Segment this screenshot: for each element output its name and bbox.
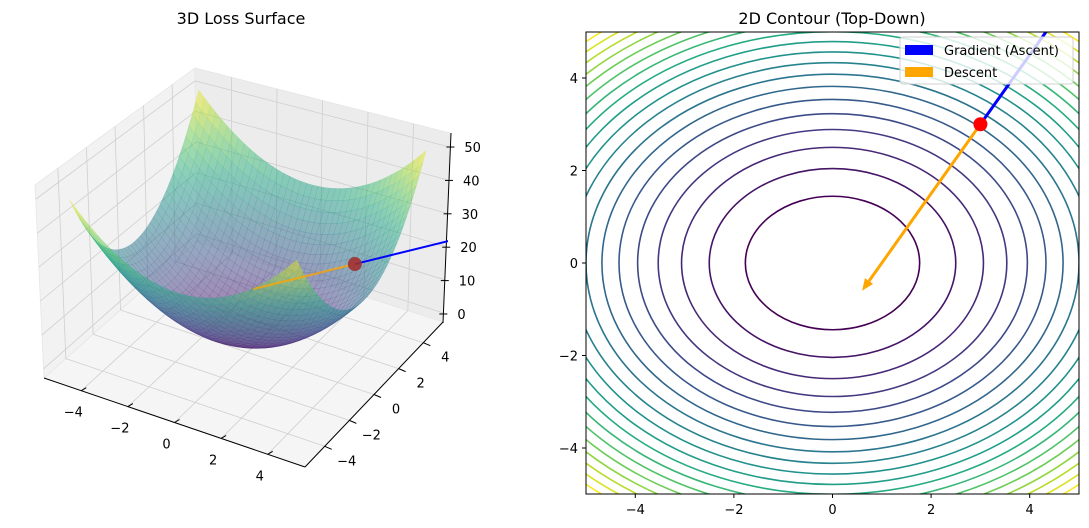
x-tick-mark	[174, 419, 180, 423]
wall-gridline-y	[114, 126, 121, 311]
descent-arrow-head	[862, 278, 874, 291]
contour-level	[586, 61, 1079, 465]
y-tick-label: −4	[559, 442, 578, 457]
surface-patch	[332, 309, 343, 316]
surface-patch	[323, 305, 333, 313]
surface-patch	[307, 288, 317, 299]
surface-patch	[319, 302, 330, 311]
z-tick-label: 30	[462, 208, 479, 223]
x-tick-label: −4	[64, 406, 83, 421]
descent-arrow-3d	[253, 262, 356, 291]
y-tick-label: 2	[570, 165, 578, 180]
x-tick-label: 4	[256, 469, 264, 484]
surface-title: 3D Loss Surface	[177, 9, 306, 28]
floor-gridline-y	[65, 358, 325, 447]
contour-level	[601, 85, 1064, 441]
y-tick-mark	[423, 342, 431, 347]
tick-labels-2d: −4 −2 0 2 4 −4 −2 0 2 4	[559, 72, 1034, 518]
contour-level	[708, 167, 957, 359]
wall-gridline-y	[86, 147, 94, 335]
floor-gridline-y	[120, 309, 375, 395]
x-tick-mark	[81, 387, 87, 392]
z-tick-label: 40	[463, 174, 480, 189]
z-tick-label: 10	[459, 275, 476, 290]
z-tick-label: 50	[464, 141, 481, 156]
y-tick-label: −2	[559, 350, 578, 365]
y-tick-label: 0	[570, 257, 578, 272]
x-tick-label: 2	[209, 453, 217, 468]
surface-patch	[345, 306, 356, 314]
wall-gridline-z	[195, 80, 450, 148]
x-tick-label: −4	[626, 503, 645, 518]
x-tick-label: 0	[162, 438, 170, 453]
legend: Gradient (Ascent) Descent	[899, 36, 1074, 85]
current-point-3d	[347, 257, 362, 272]
contour-level	[744, 195, 921, 331]
surface-patch	[335, 309, 346, 316]
floor-gridline-y	[93, 333, 350, 421]
y-tick-label: 0	[392, 403, 400, 418]
contour-level	[618, 98, 1047, 428]
legend-swatch-descent	[905, 67, 933, 77]
wall-gridline-z	[38, 141, 197, 268]
legend-label-descent: Descent	[944, 66, 997, 81]
gradient-arrow-3d	[354, 240, 448, 266]
z-axis-line	[442, 132, 452, 324]
surface-patch	[290, 259, 301, 272]
surface-patch	[338, 309, 350, 316]
y-tick-mark	[324, 445, 332, 450]
z-tick-label: 0	[457, 308, 465, 323]
wall-gridline-z	[37, 111, 196, 234]
x-tick-mark	[220, 434, 227, 439]
y-tick-label: −4	[337, 454, 356, 469]
arrows-3d	[253, 240, 448, 291]
contour-level	[680, 146, 985, 380]
x-tick-label: −2	[110, 422, 129, 437]
contour-level	[586, 73, 1079, 453]
contour-plot-area	[586, 32, 1079, 494]
surface-mesh	[69, 89, 427, 349]
surface-patch	[342, 308, 352, 315]
y-tick-label: 2	[417, 377, 425, 392]
wall-gridline-x	[407, 123, 414, 311]
x-tick-mark	[267, 450, 273, 455]
current-point	[973, 117, 988, 132]
surface-patch	[300, 278, 310, 290]
wall-gridline-z	[35, 80, 196, 200]
legend-box	[899, 36, 1074, 85]
surface-panel: 3D Loss Surface −4−2024−4−20240102030405…	[34, 9, 481, 484]
contour-level	[586, 40, 1079, 486]
descent-arrow	[867, 123, 982, 282]
surface-patch	[352, 302, 362, 310]
y-tick-label: −2	[362, 428, 381, 443]
contour-level	[586, 51, 1079, 475]
z-tick-label: 20	[460, 241, 477, 256]
wall-gridline-y	[57, 168, 67, 359]
y-tick-label: 4	[570, 72, 578, 87]
x-tick-label: −2	[724, 503, 743, 518]
surface-patch	[349, 304, 359, 312]
y-tick-mark	[373, 394, 382, 398]
surface-patch	[294, 266, 304, 278]
surface-patch	[310, 292, 320, 302]
legend-label-gradient: Gradient (Ascent)	[944, 44, 1059, 59]
contour-level	[657, 128, 1008, 398]
y-tick-label: 4	[441, 351, 449, 366]
y-tick-mark	[349, 419, 357, 424]
legend-swatch-gradient	[905, 45, 933, 55]
surface-patch	[303, 283, 314, 294]
y-tick-mark	[398, 368, 406, 373]
x-tick-label: 2	[927, 503, 935, 518]
contour-lines	[586, 32, 1079, 494]
contour-level	[636, 112, 1029, 414]
x-tick-label: 0	[828, 503, 836, 518]
contour-title: 2D Contour (Top-Down)	[738, 9, 925, 28]
contour-panel: 2D Contour (Top-Down) −4 −2 0 2 4 −4 −2 0 2 4 Gra…	[559, 9, 1080, 518]
x-tick-label: 4	[1026, 503, 1034, 518]
surface-patch	[329, 308, 340, 315]
x-tick-mark	[127, 403, 134, 408]
